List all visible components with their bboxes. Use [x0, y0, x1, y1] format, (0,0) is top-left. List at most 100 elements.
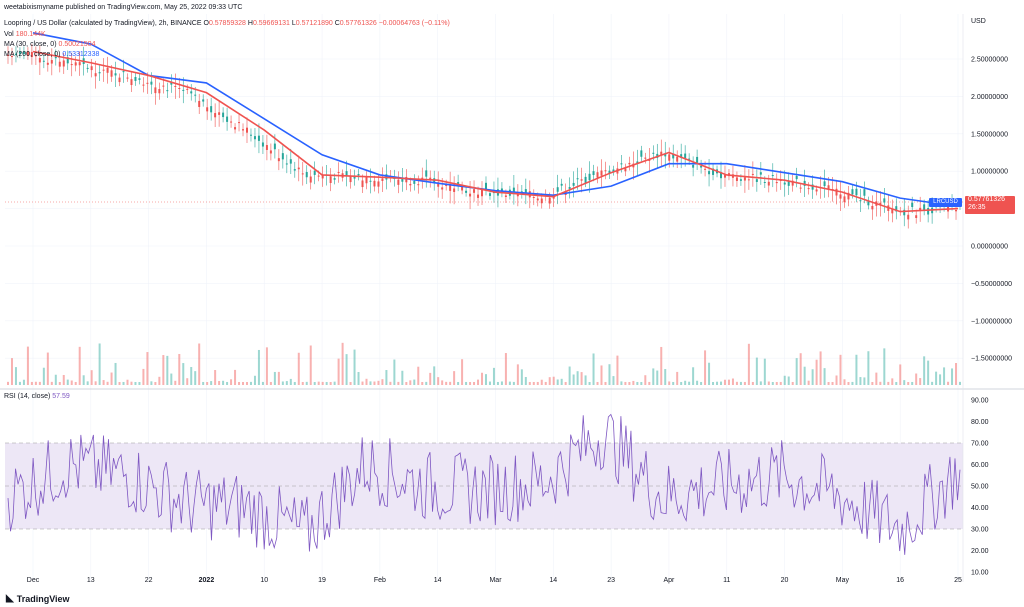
candle-body [349, 175, 352, 183]
ohlc-high: 0.59669131 [252, 20, 290, 27]
rsi-axis: 90.00 80.00 70.00 60.00 50.00 40.00 30.00 20.00… [971, 398, 989, 577]
ma200-legend[interactable]: MA (200, close, 0) 0.53312338 [4, 50, 99, 59]
candle-body [457, 182, 460, 184]
volume-bar [488, 381, 491, 385]
ohlc-close-label: C [334, 20, 340, 27]
volume-bar [883, 348, 886, 385]
volume-bar [799, 353, 802, 385]
volume-bar [731, 378, 734, 385]
volume-bar [301, 381, 304, 385]
volume-bar [329, 382, 332, 385]
time-axis-label: 14 [434, 577, 442, 584]
candle-body [281, 153, 284, 160]
volume-bar [735, 381, 738, 385]
volume-bar [684, 380, 687, 385]
volume-bar [775, 381, 778, 385]
volume-bar [827, 382, 830, 385]
candle-body [552, 196, 555, 199]
candle-body [309, 176, 312, 183]
volume-bar [385, 370, 388, 385]
candle-body [469, 193, 472, 197]
ma30-label: MA (30, close, 0) [4, 41, 57, 48]
time-axis-label: Dec [27, 577, 40, 584]
volume-bar [943, 367, 946, 385]
volume-bar [783, 375, 786, 385]
candle-body [206, 107, 209, 112]
volume-bar [508, 381, 511, 385]
volume-bar [652, 368, 655, 385]
volume-bar [680, 381, 683, 385]
candle-body [70, 64, 73, 66]
candle-body [178, 87, 181, 89]
candle-body [166, 90, 169, 92]
candle-body [170, 82, 173, 85]
volume-bar [253, 375, 256, 385]
candle-body [218, 112, 221, 115]
volume-bar [457, 381, 460, 385]
candle-body [7, 54, 9, 56]
volume-bar [142, 368, 145, 385]
candle-body [823, 181, 826, 187]
price-axis-label: 2.50000000 [971, 57, 1008, 64]
volume-bar [226, 381, 229, 385]
volume-bar [393, 359, 396, 385]
candle-body [759, 172, 762, 175]
candle-body [735, 177, 738, 181]
volume-bar [751, 381, 754, 385]
symbol-header[interactable]: Loopring / US Dollar (calculated by Trad… [4, 19, 450, 28]
volume-legend[interactable]: Vol 180.144K [4, 30, 46, 39]
volume-bar [791, 381, 794, 385]
ma30-legend[interactable]: MA (30, close, 0) 0.50021504 [4, 40, 95, 49]
candle-body [405, 176, 408, 183]
rsi-axis-label: 80.00 [971, 419, 989, 426]
ohlc-low: 0.57121890 [295, 20, 333, 27]
volume-bar [656, 370, 659, 385]
tradingview-logo[interactable]: ◣ TradingView [6, 593, 70, 604]
volume-bar [568, 366, 571, 385]
volume-bar [787, 376, 790, 385]
volume-bar [146, 352, 149, 385]
volume-bar [449, 381, 452, 385]
volume-bar [959, 381, 961, 385]
volume-bar [473, 381, 476, 385]
candle-body [285, 163, 288, 165]
candle-body [357, 174, 360, 176]
volume-bar [50, 381, 53, 385]
publisher-line: weetabixismyname published on TradingVie… [4, 4, 243, 11]
ohlc-close: 0.57761326 [339, 20, 377, 27]
volume-bar [397, 381, 400, 385]
volume-bar [815, 359, 818, 385]
time-axis-label: 11 [723, 577, 730, 584]
candle-body [915, 215, 918, 218]
volume-bar [564, 381, 567, 385]
candle-body [692, 164, 695, 168]
candle-body [210, 106, 213, 113]
candle-body [198, 100, 201, 107]
volume-bar [441, 380, 444, 385]
candle-body [46, 62, 49, 65]
volume-bar [700, 381, 703, 385]
candle-body [54, 56, 57, 59]
candle-body [30, 51, 33, 58]
volume-bar [230, 379, 233, 385]
candle-body [684, 153, 687, 159]
volume-bar [676, 371, 679, 385]
candle-body [919, 207, 922, 211]
price-axis-label: −1.50000000 [971, 356, 1012, 363]
volume-bar [182, 363, 185, 385]
candle-body [10, 56, 13, 58]
candle-body [648, 159, 651, 161]
volume-bar [668, 381, 671, 385]
candle-body [245, 127, 248, 133]
volume-bar [628, 382, 631, 385]
candle-body [532, 196, 535, 198]
candle-body [747, 179, 750, 181]
candle-body [843, 196, 846, 203]
volume-bar [62, 374, 65, 385]
volume-bar [895, 381, 898, 385]
candle-body [449, 184, 452, 191]
candle-body [353, 176, 356, 179]
rsi-legend[interactable]: RSI (14, close) 57.59 [4, 392, 70, 401]
volume-bar [337, 358, 340, 385]
